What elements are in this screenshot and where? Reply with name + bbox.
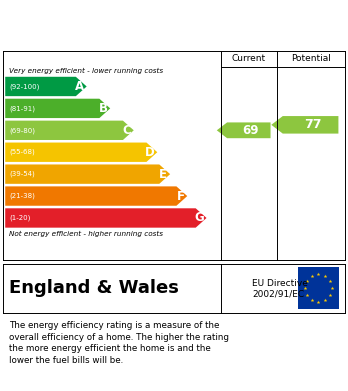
Text: (55-68): (55-68) <box>9 149 35 156</box>
Text: B: B <box>98 102 108 115</box>
Text: E: E <box>159 168 167 181</box>
Text: (21-38): (21-38) <box>9 193 35 199</box>
Text: Very energy efficient - lower running costs: Very energy efficient - lower running co… <box>9 68 163 74</box>
Text: Not energy efficient - higher running costs: Not energy efficient - higher running co… <box>9 231 163 237</box>
Polygon shape <box>5 187 187 206</box>
Polygon shape <box>217 122 270 138</box>
Text: F: F <box>176 190 184 203</box>
Text: A: A <box>75 80 84 93</box>
Bar <box>298 267 339 310</box>
Text: (1-20): (1-20) <box>9 215 31 221</box>
Text: Potential: Potential <box>291 54 331 63</box>
Polygon shape <box>271 116 338 134</box>
Text: Current: Current <box>232 54 266 63</box>
Polygon shape <box>5 77 87 96</box>
Polygon shape <box>5 208 206 228</box>
Text: G: G <box>194 212 204 224</box>
Text: (69-80): (69-80) <box>9 127 35 134</box>
Polygon shape <box>5 99 110 118</box>
Text: 77: 77 <box>304 118 322 131</box>
Text: D: D <box>145 146 155 159</box>
Text: EU Directive
2002/91/EC: EU Directive 2002/91/EC <box>252 279 308 298</box>
Polygon shape <box>5 143 157 162</box>
Text: (81-91): (81-91) <box>9 105 35 112</box>
Polygon shape <box>5 165 170 184</box>
Text: The energy efficiency rating is a measure of the
overall efficiency of a home. T: The energy efficiency rating is a measur… <box>9 321 229 365</box>
Text: England & Wales: England & Wales <box>9 279 179 298</box>
Text: C: C <box>122 124 131 137</box>
Text: 69: 69 <box>243 124 259 137</box>
Text: (92-100): (92-100) <box>9 83 40 90</box>
Polygon shape <box>5 121 134 140</box>
Text: (39-54): (39-54) <box>9 171 35 178</box>
Text: Energy Efficiency Rating: Energy Efficiency Rating <box>9 15 238 34</box>
